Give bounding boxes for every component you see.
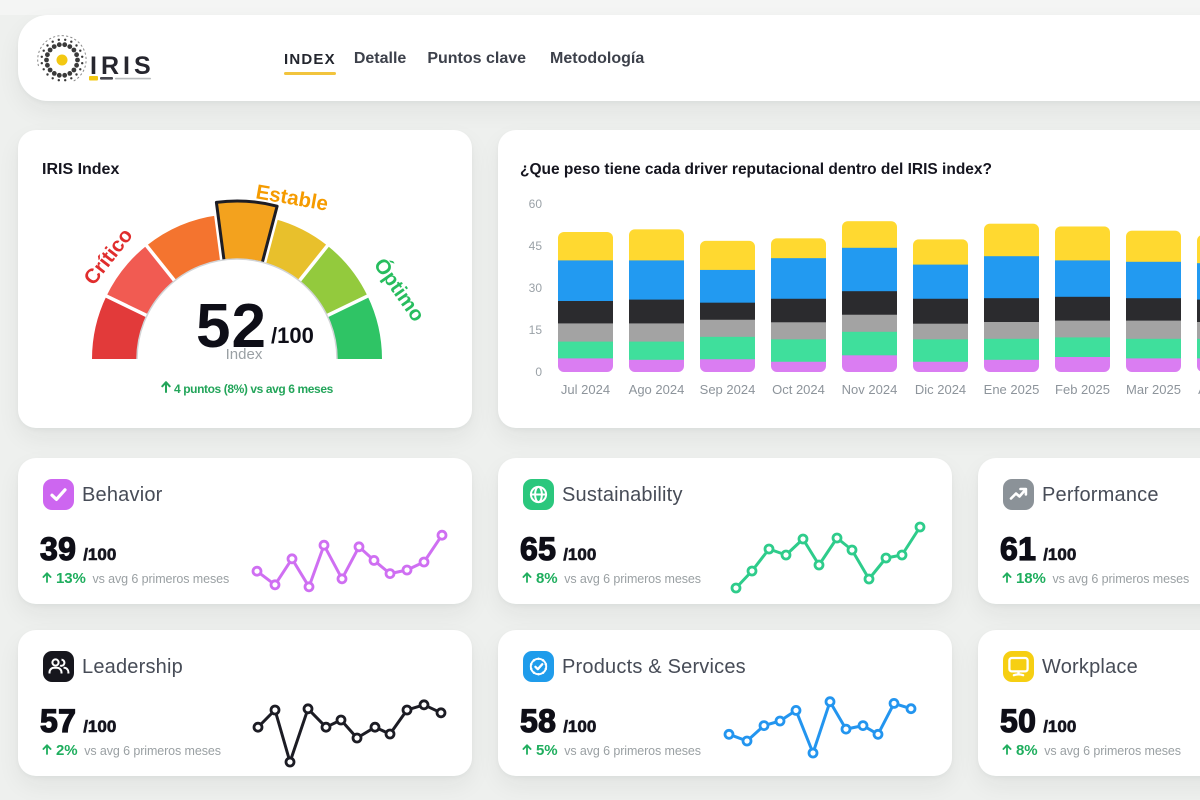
svg-text:Jul 2024: Jul 2024 — [561, 382, 610, 397]
svg-text:Óptimo: Óptimo — [369, 253, 430, 326]
svg-text:60: 60 — [529, 197, 543, 211]
svg-text:Nov 2024: Nov 2024 — [842, 382, 898, 397]
svg-text:30: 30 — [529, 281, 543, 295]
svg-text:Oct 2024: Oct 2024 — [772, 382, 825, 397]
svg-text:Dic 2024: Dic 2024 — [915, 382, 966, 397]
svg-text:Index: Index — [226, 346, 263, 363]
svg-text:Feb 2025: Feb 2025 — [1055, 382, 1110, 397]
svg-text:Abr 2025: Abr 2025 — [1198, 382, 1200, 397]
svg-text:IRIS: IRIS — [90, 52, 155, 80]
svg-text:15: 15 — [529, 323, 543, 337]
svg-text:/100: /100 — [271, 323, 314, 348]
svg-text:4 puntos (8%) vs avg 6 meses: 4 puntos (8%) vs avg 6 meses — [174, 382, 334, 396]
svg-text:Mar 2025: Mar 2025 — [1126, 382, 1181, 397]
svg-text:0: 0 — [535, 365, 542, 379]
svg-text:52: 52 — [196, 292, 267, 361]
svg-text:Sep 2024: Sep 2024 — [700, 382, 756, 397]
svg-text:45: 45 — [529, 239, 543, 253]
svg-text:Ago 2024: Ago 2024 — [629, 382, 685, 397]
svg-text:Ene 2025: Ene 2025 — [984, 382, 1040, 397]
